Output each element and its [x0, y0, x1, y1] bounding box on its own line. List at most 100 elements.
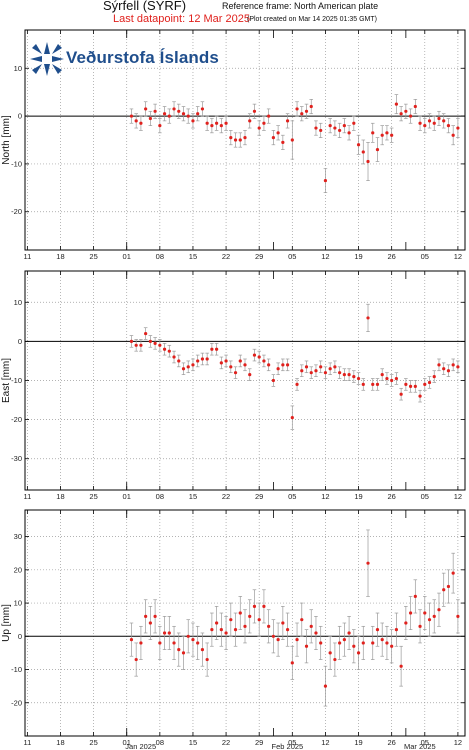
data-point: [385, 641, 389, 645]
station-title: Sýrfell (SYRF): [103, 0, 187, 13]
data-point: [134, 119, 138, 123]
data-point: [229, 618, 233, 622]
data-point: [271, 378, 275, 383]
data-point: [281, 140, 285, 144]
data-point: [323, 371, 328, 375]
data-point: [167, 349, 171, 353]
data-point: [333, 126, 337, 130]
x-tick-label: 26: [387, 738, 395, 747]
data-point: [347, 631, 351, 635]
data-point: [267, 114, 271, 118]
data-point: [408, 611, 413, 615]
y-tick-label: 0: [18, 337, 22, 346]
data-point: [186, 114, 190, 118]
data-point: [224, 631, 228, 635]
y-tick-label: -20: [11, 415, 22, 424]
data-point: [437, 608, 441, 612]
data-point: [205, 121, 209, 125]
data-point: [153, 109, 157, 113]
data-point: [333, 657, 337, 662]
data-point: [267, 624, 271, 628]
y-tick-label: 10: [14, 64, 22, 73]
data-point: [338, 371, 342, 375]
data-point: [423, 611, 427, 615]
data-point: [446, 584, 451, 589]
data-point: [309, 371, 313, 375]
data-point: [342, 638, 346, 642]
data-point: [243, 363, 247, 367]
data-point: [456, 126, 460, 130]
data-point: [437, 363, 441, 367]
data-point: [252, 353, 257, 357]
x-tick-label: 12: [321, 492, 329, 501]
data-point: [356, 651, 361, 655]
y-tick-label: 0: [18, 112, 22, 121]
data-point: [328, 367, 332, 371]
reference-frame-label: Reference frame: North American plate: [222, 1, 379, 11]
data-point: [238, 611, 242, 615]
data-point: [162, 347, 167, 351]
data-point: [224, 359, 228, 363]
data-point: [191, 363, 195, 367]
data-point: [153, 341, 157, 345]
x-tick-label: 05: [421, 492, 429, 501]
data-point: [375, 147, 380, 152]
data-point: [285, 363, 290, 367]
data-point: [352, 121, 356, 125]
chart-header: Sýrfell (SYRF) Reference frame: North Am…: [0, 0, 469, 25]
data-point: [233, 628, 238, 632]
data-point: [342, 124, 346, 128]
data-point: [418, 394, 422, 398]
data-point: [366, 159, 370, 164]
data-point: [233, 371, 238, 375]
data-point: [371, 131, 375, 135]
data-point: [281, 621, 285, 625]
data-point: [276, 638, 280, 642]
last-datapoint-label: Last datapoint: 12 Mar 2025: [113, 13, 250, 25]
data-point: [442, 588, 446, 592]
data-point: [144, 614, 148, 618]
data-point: [304, 644, 309, 648]
data-point: [338, 128, 342, 133]
data-point: [432, 614, 436, 618]
data-point: [248, 614, 252, 618]
data-point: [281, 363, 285, 367]
data-point: [380, 373, 384, 377]
data-point: [196, 112, 200, 116]
data-point: [385, 376, 389, 381]
data-point: [361, 382, 365, 387]
month-label: Mar 2025: [404, 742, 436, 750]
x-tick-label: 22: [222, 738, 230, 747]
x-tick-label: 08: [156, 252, 164, 261]
data-point: [134, 343, 138, 347]
data-point: [314, 126, 318, 130]
x-tick-label: 29: [255, 738, 263, 747]
data-point: [418, 624, 422, 628]
data-point: [290, 661, 294, 665]
data-point: [333, 365, 337, 369]
x-tick-label: 05: [288, 738, 296, 747]
data-point: [404, 109, 408, 113]
x-tick-label: 18: [56, 738, 64, 747]
data-point: [300, 112, 304, 116]
data-point: [181, 367, 186, 371]
data-point: [181, 651, 186, 655]
data-point: [215, 347, 219, 351]
month-label: Feb 2025: [272, 742, 304, 750]
data-point: [375, 382, 380, 387]
y-axis-label: North [mm]: [1, 115, 12, 165]
data-point: [181, 112, 186, 116]
data-point: [356, 376, 361, 381]
month-label: Jan 2025: [125, 742, 156, 750]
data-point: [404, 621, 408, 625]
plot-frame: [24, 29, 466, 251]
data-point: [314, 369, 318, 373]
data-point: [243, 136, 247, 140]
data-point: [314, 631, 318, 635]
y-tick-label: -20: [11, 698, 22, 707]
data-point: [129, 339, 134, 343]
data-point: [271, 634, 275, 638]
data-point: [167, 631, 171, 635]
data-point: [300, 369, 304, 373]
data-point: [304, 365, 309, 369]
